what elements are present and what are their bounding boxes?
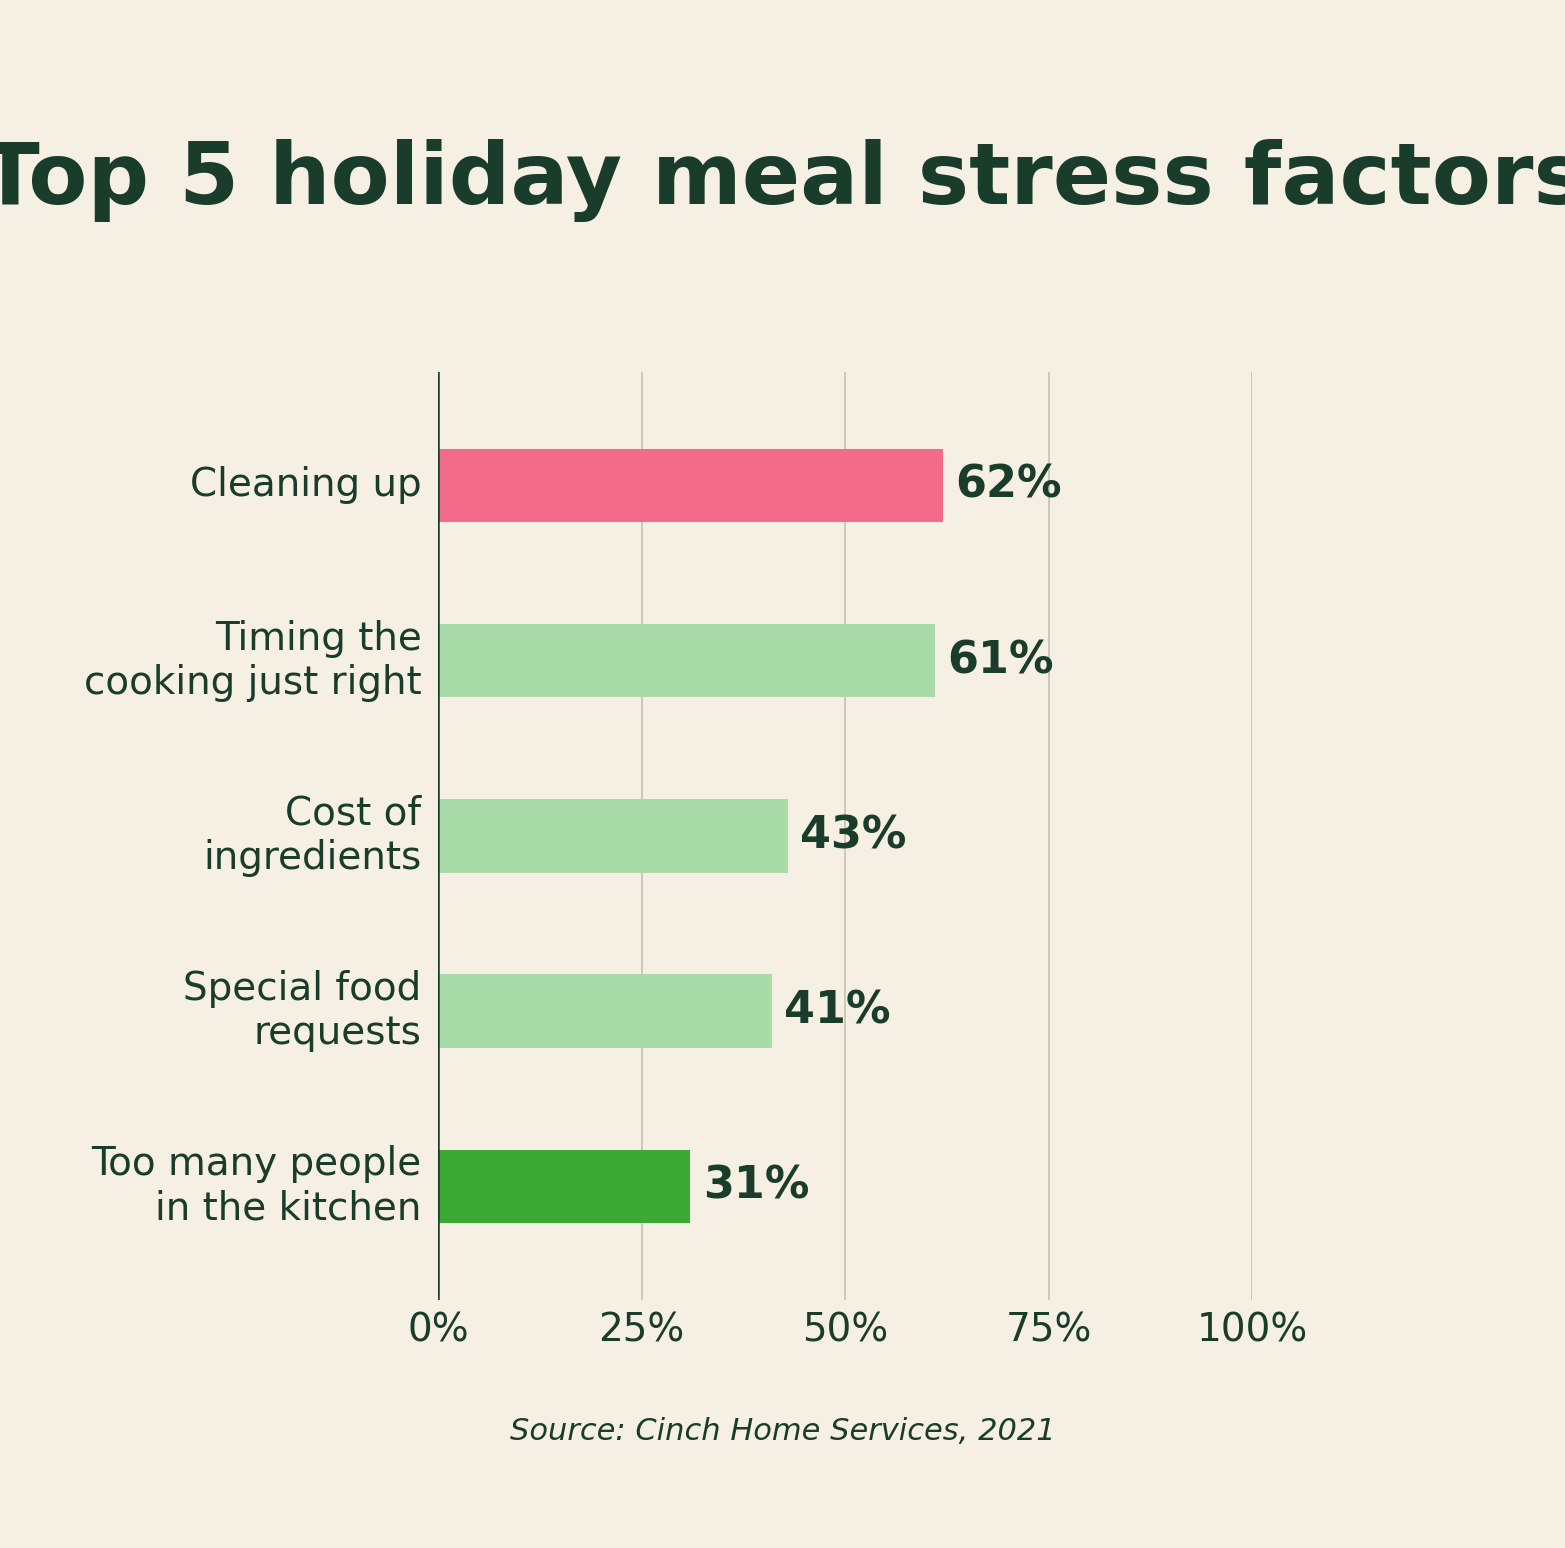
Text: Source: Cinch Home Services, 2021: Source: Cinch Home Services, 2021 — [510, 1418, 1055, 1446]
Text: Top 5 holiday meal stress factors: Top 5 holiday meal stress factors — [0, 139, 1565, 223]
Text: 61%: 61% — [947, 639, 1053, 683]
Text: 31%: 31% — [703, 1166, 809, 1207]
Bar — [438, 624, 934, 698]
Bar — [438, 449, 942, 522]
Bar — [438, 1150, 690, 1223]
Text: 43%: 43% — [800, 814, 906, 858]
Bar — [438, 799, 789, 873]
Text: 41%: 41% — [784, 989, 890, 1033]
Text: 62%: 62% — [955, 464, 1061, 506]
Bar — [438, 974, 772, 1048]
